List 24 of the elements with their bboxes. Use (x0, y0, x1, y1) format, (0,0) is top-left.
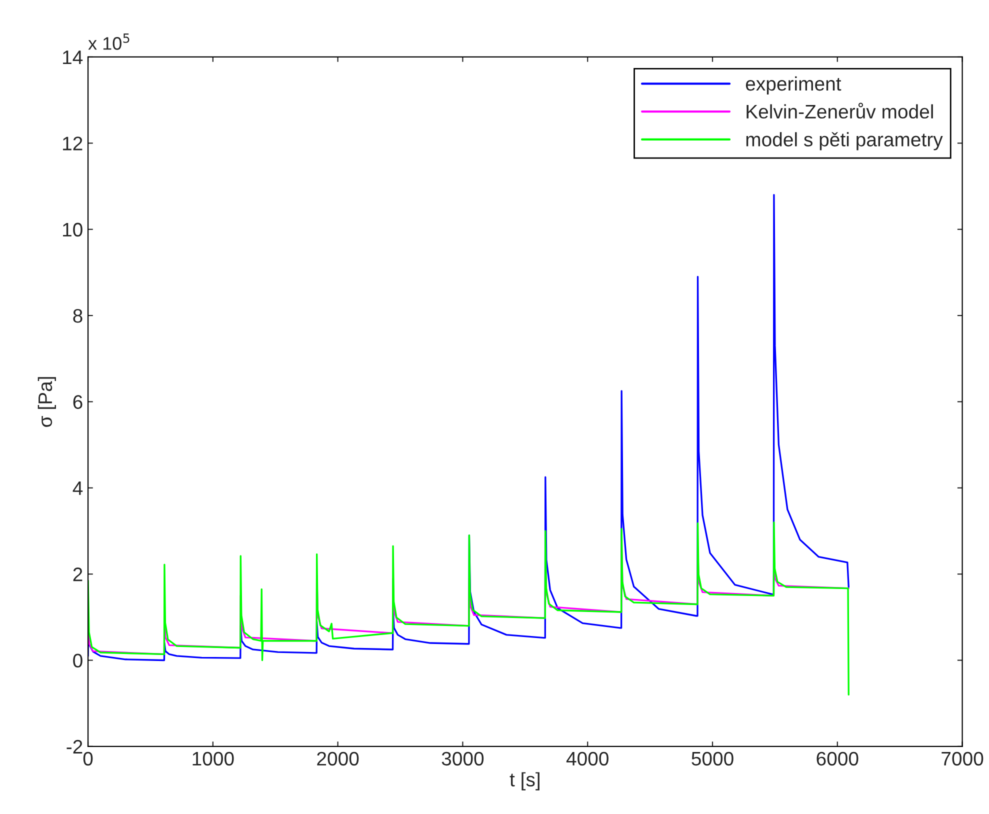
y-tick-label: 6 (73, 395, 82, 409)
y-tick-label: 12 (63, 136, 82, 150)
y-tick-label: 10 (63, 222, 82, 237)
line-series (88, 522, 850, 696)
y-axis-title: σ [Pa] (38, 377, 56, 427)
x-tick-label: 1000 (192, 752, 234, 766)
y-tick-label: 8 (73, 308, 82, 323)
x-tick-label: 0 (83, 752, 93, 766)
text: x 10$^{5}$ (88, 34, 130, 50)
legend-label: experiment (746, 76, 842, 95)
y-tick-label: 2 (73, 568, 82, 582)
x-tick-label: 6000 (816, 752, 858, 766)
x-tick-label: 5000 (692, 752, 734, 766)
y-tick-label: 4 (72, 482, 83, 495)
x-tick-label: 2000 (317, 752, 359, 766)
y-tick-label: 0 (73, 654, 82, 668)
x-axis-title: t [s] (510, 772, 540, 790)
legend-label: model s pěti parametry (746, 132, 943, 150)
x-tick-label: 3000 (442, 752, 484, 766)
x-tick-label: 7000 (942, 752, 984, 766)
x-tick-label: 4000 (566, 752, 608, 766)
legend-label: Kelvin-Zenerův model (746, 102, 933, 119)
y-tick-label: -2 (66, 740, 82, 754)
y-tick-label: 14 (63, 50, 83, 64)
